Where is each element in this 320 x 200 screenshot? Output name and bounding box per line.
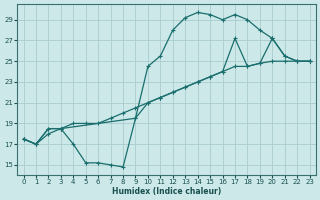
X-axis label: Humidex (Indice chaleur): Humidex (Indice chaleur)	[112, 187, 221, 196]
